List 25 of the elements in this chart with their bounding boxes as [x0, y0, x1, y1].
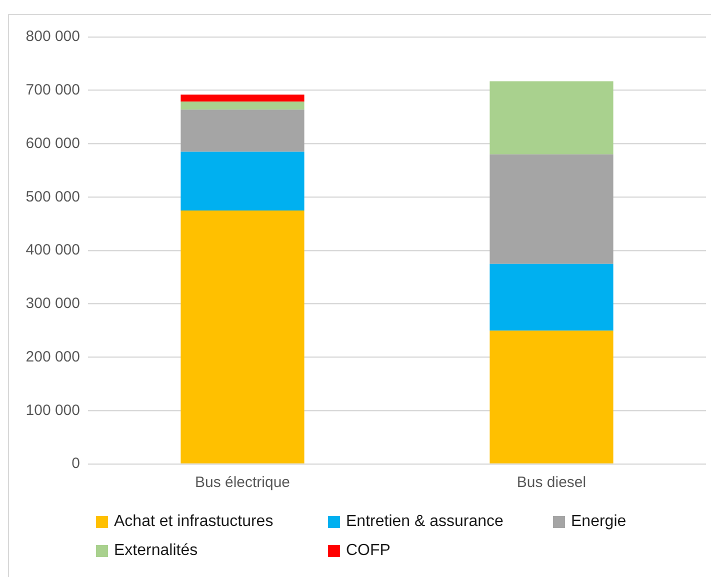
x-tick-label: Bus électrique [194, 474, 290, 492]
y-tick-label: 100 000 [26, 402, 80, 419]
legend-label: Energie [571, 512, 626, 530]
bar [180, 94, 304, 102]
y-tick-label: 400 000 [26, 242, 80, 259]
y-tick-label: 500 000 [26, 188, 80, 206]
legend-label: Externalités [114, 542, 198, 560]
bar [490, 330, 614, 464]
bar [490, 81, 614, 154]
y-tick-label: 800 000 [26, 28, 80, 46]
y-tick-label: 200 000 [26, 348, 80, 366]
y-tick-label: 700 000 [26, 82, 80, 99]
bar [180, 110, 304, 152]
x-tick-label: Bus diesel [516, 474, 586, 492]
y-tick-label: 0 [72, 455, 80, 472]
legend-label: COFP [346, 542, 390, 560]
bar [180, 152, 304, 210]
bar [490, 154, 614, 264]
y-tick-label: 300 000 [26, 295, 80, 312]
bar [180, 102, 304, 110]
y-tick-label: 600 000 [26, 134, 80, 152]
bar [180, 210, 304, 464]
legend-label: Entretien & assurance [346, 512, 504, 530]
bar [490, 264, 614, 331]
legend-label: Achat et infrastuctures [114, 512, 274, 530]
